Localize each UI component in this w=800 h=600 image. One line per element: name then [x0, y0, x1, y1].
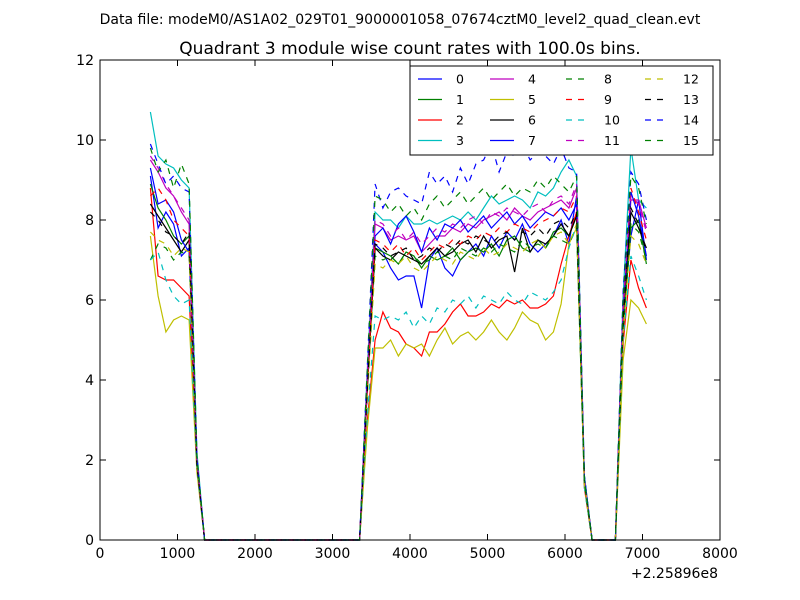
x-tick-label: 2000: [237, 546, 273, 562]
x-tick-label: 5000: [470, 546, 506, 562]
legend-label-3: 3: [456, 133, 464, 148]
y-tick-label: 12: [76, 53, 94, 69]
legend-label-2: 2: [456, 113, 464, 128]
data-file-suptitle: Data file: modeM0/AS1A02_029T01_90000010…: [100, 12, 701, 28]
x-tick-label: 1000: [160, 546, 196, 562]
legend-label-10: 10: [604, 113, 620, 128]
legend-label-6: 6: [528, 113, 536, 128]
x-tick-label: 7000: [625, 546, 661, 562]
legend-label-15: 15: [683, 133, 699, 148]
y-tick-label: 10: [76, 133, 94, 149]
legend-label-1: 1: [456, 92, 464, 107]
x-offset-label: +2.25896e8: [631, 566, 718, 582]
x-tick-label: 8000: [702, 546, 738, 562]
legend-label-14: 14: [683, 113, 699, 128]
series-line-14: [149, 142, 647, 541]
legend-label-0: 0: [456, 72, 464, 87]
series-line-15: [149, 147, 647, 541]
legend-label-11: 11: [604, 133, 620, 148]
legend-label-5: 5: [528, 92, 536, 107]
y-tick-label: 6: [85, 293, 94, 309]
y-tick-label: 4: [85, 373, 94, 389]
chart-title: Quadrant 3 module wise count rates with …: [179, 39, 640, 59]
series-line-10: [149, 223, 647, 541]
y-tick-label: 0: [85, 533, 94, 549]
legend-label-8: 8: [604, 72, 612, 87]
legend-label-13: 13: [683, 92, 699, 107]
legend-label-4: 4: [528, 72, 536, 87]
legend-label-7: 7: [528, 133, 536, 148]
series-line-9: [149, 187, 647, 541]
x-tick-label: 0: [96, 546, 105, 562]
x-tick-label: 3000: [315, 546, 351, 562]
x-tick-label: 4000: [392, 546, 428, 562]
legend-label-12: 12: [683, 72, 699, 87]
y-tick-label: 8: [85, 213, 94, 229]
y-tick-label: 2: [85, 453, 94, 469]
legend-label-9: 9: [604, 92, 612, 107]
x-tick-label: 6000: [547, 546, 583, 562]
ticks-layer: 0 1000 2000 3000 4000 5000 6000 7000 80000246810…: [76, 53, 738, 562]
